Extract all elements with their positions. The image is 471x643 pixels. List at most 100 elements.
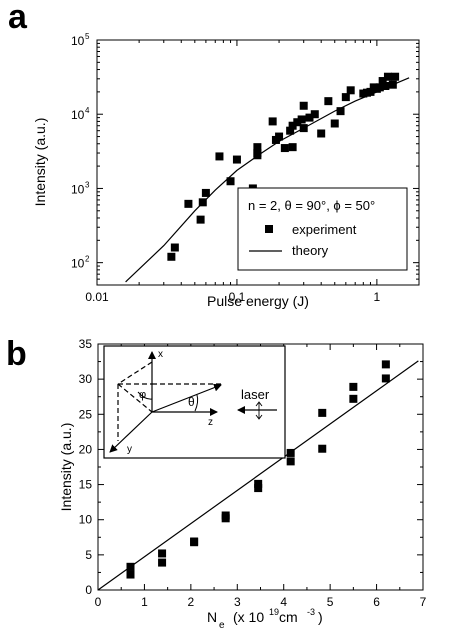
panel-b-xtick-label: 1 [141,595,148,609]
panel-a-data-point [346,86,355,95]
inset-phi-label: φ [139,389,146,401]
inset-polarization-vector [151,383,222,413]
panel-a-ytick-label: 10 [71,108,85,122]
panel-a-data-point [381,82,390,91]
panel-b-xtick-label: 0 [95,595,102,609]
panel-a-data-point [383,72,392,81]
legend-label-theory: theory [292,243,329,258]
panel-b-xlabel-sub: e [219,620,225,631]
panel-a-data-point [215,152,224,161]
panel-b-xlabel-n: N [207,609,217,625]
panel-a-ytick-exponent: 5 [85,32,90,41]
panel-b-xlabel-units: (x 10 [233,609,264,625]
panel-a-data-point [201,188,210,197]
panel-a-data-point [196,215,205,224]
panel-a-data-point [297,115,306,124]
panel-b-data-point [254,479,263,488]
panel-b-xlabel-units-sup2: -3 [307,607,315,617]
panel-a-data-point [288,143,297,152]
inset-laser-polarization-heads [255,401,263,420]
panel-a-legend: n = 2, θ = 90°, ϕ = 50° experiment theor… [237,187,408,271]
panel-a-ytick-label: 10 [71,34,85,48]
panel-b-data-point [190,538,199,547]
panel-a-ytick-exponent: 2 [85,255,90,264]
panel-a-data-point [293,118,302,127]
inset-laser-label: laser [241,387,270,402]
inset-y-label: y [127,444,132,455]
panel-b-xtick-label: 2 [188,595,195,609]
legend-title: n = 2, θ = 90°, ϕ = 50° [248,198,375,213]
panel-b-xtick-label: 4 [280,595,287,609]
panel-a-data-point [299,124,308,133]
panel-a-data-point [366,87,375,96]
panel-a-data-point [232,155,241,164]
panel-a-data-point [280,144,289,153]
panel-a-data-point [388,80,397,89]
panel-b-data-point [349,382,358,391]
inset-dash-diagonal [117,383,153,413]
panel-a-data-point [330,119,339,128]
inset-theta-arc [194,394,199,412]
panel-a-data-point [324,97,333,106]
panel-a-data-point [184,199,193,208]
panel-b-xtick-label: 3 [234,595,241,609]
panel-b-ytick-label: 0 [85,583,92,597]
panel-a-data-point [375,83,384,92]
panel-b-label: b [6,335,27,373]
panel-a-data-point [268,117,277,126]
panel-b-data-point [381,374,390,383]
panel-a-label: a [8,0,28,36]
panel-a-xtick-label: 0.01 [85,290,109,304]
inset-frame [103,345,286,459]
panel-a-data-point [253,149,262,158]
panel-a-frame [96,39,420,286]
panel-b-ytick-label: 30 [79,372,93,386]
panel-a-xtick-label: 1 [374,290,381,304]
panel-a-data-point [167,252,176,261]
panel-b-ytick-label: 15 [79,478,93,492]
panel-b-xtick-label: 6 [373,595,380,609]
panel-b-data-point [158,558,167,567]
panel-b-chart: 0 5 10 15 20 25 30 35 0 1 2 3 4 5 6 7 x z y [58,337,427,631]
panel-a-data-point [226,177,235,186]
panel-a-data-point [170,243,179,252]
inset-diagram: x z y θ φ laser [103,345,286,459]
panel-a-data-point [286,126,295,135]
panel-b-xlabel-close: ) [318,609,323,625]
panel-b-data-point [126,570,135,579]
panel-b-ytick-label: 25 [79,407,93,421]
panel-a-data-point [341,93,350,102]
panel-b-ytick-label: 10 [79,513,93,527]
panel-a-ytick-label: 10 [71,182,85,196]
legend-marker-experiment [265,225,273,233]
legend-label-experiment: experiment [292,222,357,237]
panel-a-ylabel: Intensity (a.u.) [32,118,48,207]
panel-b-xlabel-units-sup: 19 [269,607,279,617]
panel-b-theory-line [97,360,419,591]
panel-b-data-point [286,448,295,457]
panel-a-xlabel: Pulse energy (J) [207,293,309,309]
panel-b-data-point [318,408,327,417]
panel-a-data-point [275,132,284,141]
panel-a-data-point [305,113,314,122]
panel-b-data-point [158,549,167,558]
panel-b-data-point [221,511,230,520]
panel-b-xtick-label: 5 [327,595,334,609]
inset-y-axis [109,411,153,453]
panel-a-ytick-exponent: 4 [85,106,90,115]
panel-b-data-point [286,457,295,466]
panel-b-data-point [349,394,358,403]
panel-b-data-point [381,360,390,369]
panel-b-ytick-label: 20 [79,442,93,456]
inset-dash-upper [117,361,153,385]
panel-a-data-point [253,143,262,152]
panel-b-ytick-label: 5 [85,548,92,562]
panel-a-data-point [317,129,326,138]
panel-b-ylabel: Intensity (a.u.) [58,423,74,512]
panel-a-data-point [391,72,400,81]
panel-a-data-point [299,101,308,110]
panel-a-ytick-label: 10 [71,257,85,271]
panel-a-data-point [198,198,207,207]
